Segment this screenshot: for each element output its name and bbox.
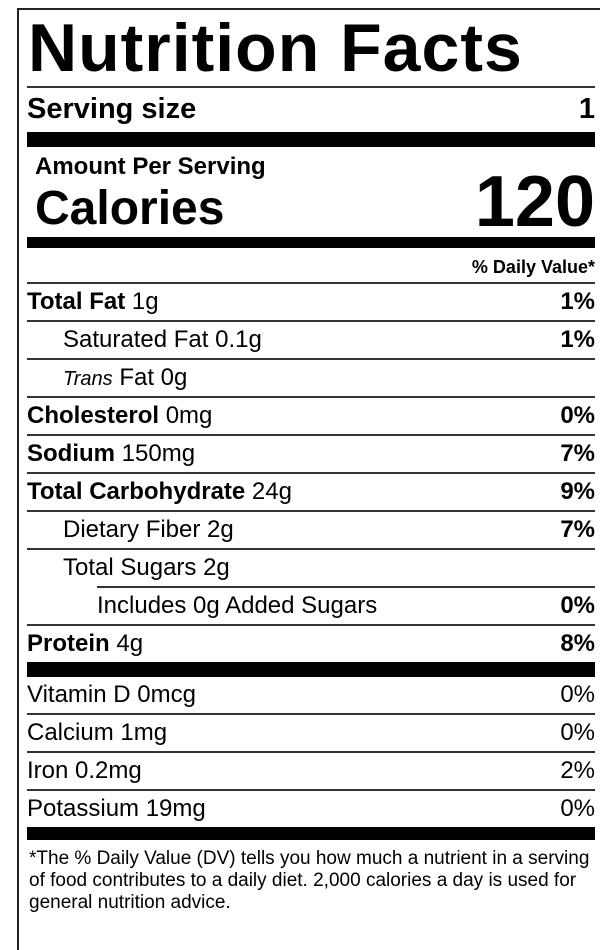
nutrient-row-total-sugars: Total Sugars 2g [27, 550, 595, 586]
vitamin-label: Potassium 19mg [27, 795, 206, 822]
label-title: Nutrition Facts [28, 10, 523, 86]
amount-per-serving: Amount Per Serving [35, 153, 266, 180]
vitamin-row: Calcium 1mg 0% [27, 715, 595, 751]
nutrient-row-cholesterol: Cholesterol 0mg 0% [27, 398, 595, 434]
thick-divider [27, 827, 595, 840]
nutrition-label: Nutrition Facts Serving size 1 Amount Pe… [27, 10, 595, 914]
daily-value-header: % Daily Value* [27, 248, 595, 282]
nutrient-name: Trans [63, 368, 113, 390]
nutrient-dv: 9% [560, 478, 595, 505]
serving-size-label: Serving size [27, 92, 197, 125]
calories-row: Calories 120 [27, 166, 595, 238]
vitamin-dv: 0% [560, 681, 595, 708]
nutrient-dv: 0% [560, 592, 595, 619]
divider [27, 282, 595, 284]
nutrient-amount: 2g [203, 554, 230, 581]
vitamin-row: Potassium 19mg 0% [27, 791, 595, 827]
label-border [17, 8, 600, 950]
nutrient-amount: 0g [160, 364, 188, 391]
nutrient-name: Sodium [27, 440, 115, 467]
nutrient-name: Total Fat [27, 288, 126, 315]
nutrient-dv: 7% [560, 516, 595, 543]
nutrient-dv: 0% [560, 402, 595, 429]
nutrient-amount: 1g [131, 288, 159, 315]
divider [27, 86, 595, 88]
daily-value-header-text: % Daily Value* [471, 256, 595, 277]
thick-divider [27, 662, 595, 677]
nutrient-row-total-fat: Total Fat 1g 1% [27, 284, 595, 320]
nutrient-amount: 2g [207, 516, 234, 543]
nutrient-amount: 4g [116, 630, 144, 657]
nutrient-dv: 1% [560, 288, 595, 315]
serving-size-row: Serving size 1 [27, 88, 595, 130]
nutrient-name: Protein [27, 630, 110, 657]
nutrient-row-protein: Protein 4g 8% [27, 626, 595, 662]
vitamin-label: Calcium 1mg [27, 719, 168, 746]
vitamin-row: Vitamin D 0mcg 0% [27, 677, 595, 713]
calories-value: 120 [474, 162, 595, 242]
nutrient-name: Saturated Fat [63, 326, 209, 353]
thick-divider [27, 237, 595, 248]
nutrient-dv: 7% [560, 440, 595, 467]
nutrient-name: Cholesterol [27, 402, 160, 429]
vitamin-dv: 2% [560, 757, 595, 784]
vitamin-label: Iron 0.2mg [27, 757, 142, 784]
calories-label: Calories [35, 182, 225, 235]
nutrient-name-suffix: Fat [119, 364, 154, 391]
serving-size-value: 1 [578, 92, 595, 125]
vitamin-label: Vitamin D 0mcg [27, 681, 196, 708]
vitamin-dv: 0% [560, 719, 595, 746]
nutrient-row-total-carbohydrate: Total Carbohydrate 24g 9% [27, 474, 595, 510]
nutrient-amount: 24g [251, 478, 292, 505]
nutrient-row-saturated-fat: Saturated Fat 0.1g 1% [27, 322, 595, 358]
nutrient-amount: 150mg [121, 440, 196, 467]
nutrient-row-sodium: Sodium 150mg 7% [27, 436, 595, 472]
nutrient-amount: 0.1g [215, 326, 262, 353]
nutrient-name: Total Sugars [63, 554, 197, 581]
nutrient-row-trans-fat: Trans Fat 0g [27, 360, 595, 396]
footnote: *The % Daily Value (DV) tells you how mu… [29, 848, 590, 913]
nutrient-name: Total Carbohydrate [27, 478, 246, 505]
nutrient-name: Includes 0g Added Sugars [97, 592, 378, 619]
thick-divider [27, 132, 595, 147]
nutrient-amount: 0mg [165, 402, 213, 429]
nutrient-row-added-sugars: Includes 0g Added Sugars 0% [27, 588, 595, 624]
vitamin-dv: 0% [560, 795, 595, 822]
nutrient-dv: 8% [560, 630, 595, 657]
nutrient-dv: 1% [560, 326, 595, 353]
nutrient-row-dietary-fiber: Dietary Fiber 2g 7% [27, 512, 595, 548]
nutrient-name: Dietary Fiber [63, 516, 201, 543]
vitamin-row: Iron 0.2mg 2% [27, 753, 595, 789]
